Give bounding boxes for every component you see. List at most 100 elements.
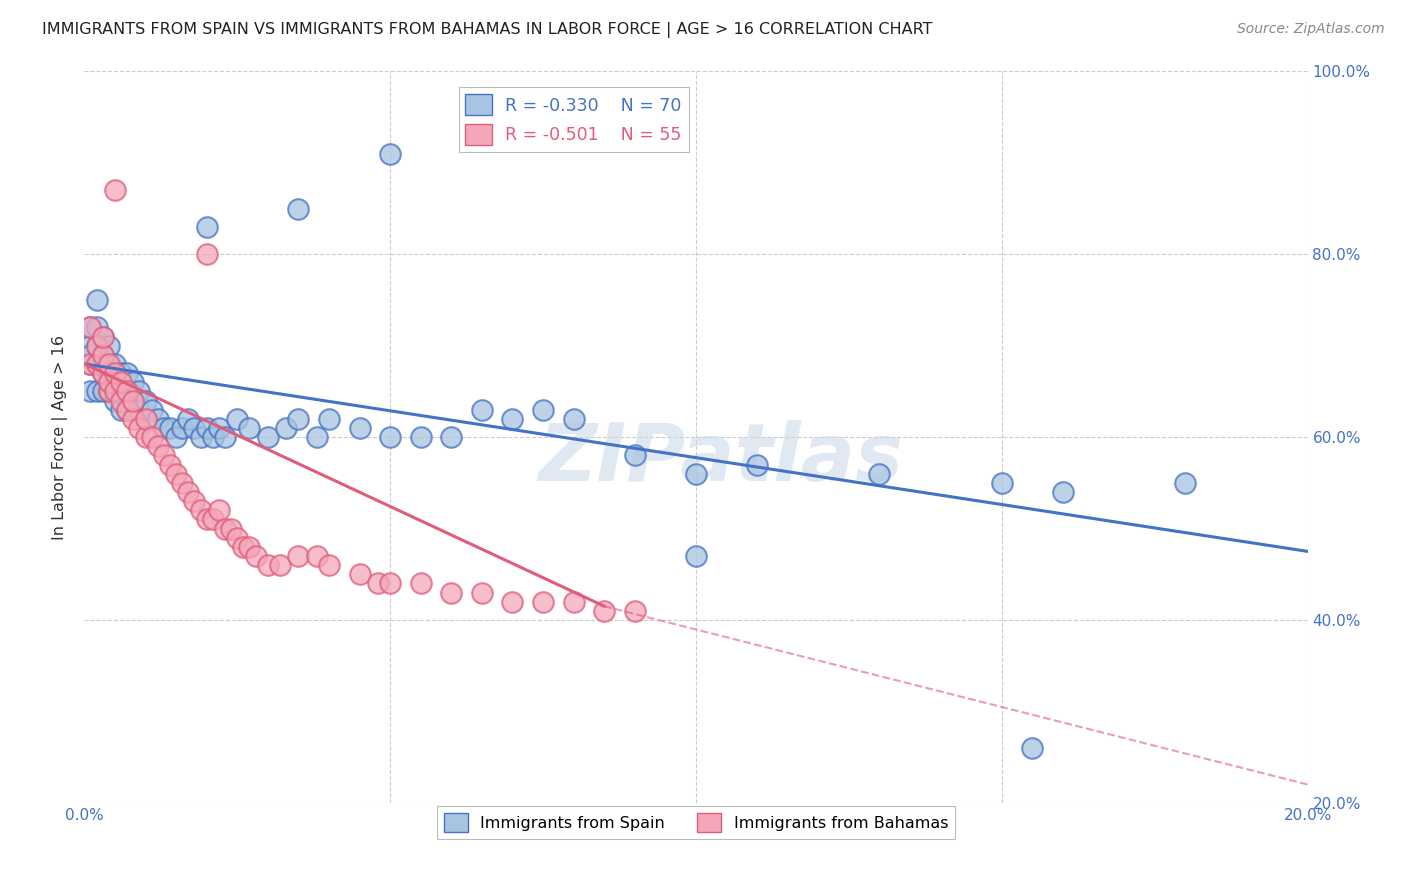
Point xyxy=(91,384,114,399)
Point xyxy=(141,402,163,417)
Point xyxy=(318,558,340,573)
Point xyxy=(869,467,891,481)
Point xyxy=(91,348,114,362)
Point xyxy=(208,421,231,435)
Point xyxy=(195,247,218,261)
Point xyxy=(257,430,280,444)
Point xyxy=(135,412,157,426)
Point xyxy=(122,412,145,426)
Point xyxy=(183,421,205,435)
Point xyxy=(531,402,554,417)
Point xyxy=(287,412,309,426)
Point xyxy=(349,567,371,582)
Point xyxy=(110,375,132,389)
Point xyxy=(305,549,328,563)
Point xyxy=(79,348,101,362)
Point xyxy=(214,430,236,444)
Point xyxy=(104,393,127,408)
Legend: Immigrants from Spain, Immigrants from Bahamas: Immigrants from Spain, Immigrants from B… xyxy=(437,806,955,838)
Y-axis label: In Labor Force | Age > 16: In Labor Force | Age > 16 xyxy=(52,334,69,540)
Point xyxy=(287,202,309,216)
Point xyxy=(115,402,138,417)
Point xyxy=(115,384,138,399)
Point xyxy=(747,458,769,472)
Point xyxy=(531,594,554,608)
Point xyxy=(86,293,108,307)
Point xyxy=(122,393,145,408)
Point xyxy=(122,375,145,389)
Point xyxy=(685,549,707,563)
Point xyxy=(115,384,138,399)
Point xyxy=(79,339,101,353)
Point xyxy=(624,449,647,463)
Point xyxy=(208,503,231,517)
Point xyxy=(79,384,101,399)
Point xyxy=(276,421,298,435)
Point xyxy=(195,421,218,435)
Point xyxy=(97,375,120,389)
Point xyxy=(115,402,138,417)
Point xyxy=(214,521,236,535)
Point xyxy=(195,219,218,234)
Point xyxy=(471,402,494,417)
Point xyxy=(380,430,402,444)
Point xyxy=(146,439,169,453)
Point xyxy=(380,146,402,161)
Point xyxy=(86,357,108,371)
Point xyxy=(97,384,120,399)
Point xyxy=(104,375,127,389)
Point xyxy=(86,339,108,353)
Point xyxy=(97,357,120,371)
Point xyxy=(86,320,108,334)
Point xyxy=(440,585,463,599)
Point xyxy=(172,421,194,435)
Point xyxy=(135,412,157,426)
Point xyxy=(79,357,101,371)
Point xyxy=(115,366,138,380)
Point xyxy=(91,366,114,380)
Point xyxy=(190,503,212,517)
Point xyxy=(190,430,212,444)
Point xyxy=(177,412,200,426)
Point xyxy=(79,357,101,371)
Point xyxy=(97,375,120,389)
Point xyxy=(991,475,1014,490)
Point xyxy=(110,402,132,417)
Point xyxy=(1021,740,1043,755)
Point xyxy=(104,384,127,399)
Point xyxy=(562,594,585,608)
Point xyxy=(86,339,108,353)
Point xyxy=(219,521,242,535)
Point xyxy=(1052,484,1074,499)
Point xyxy=(349,421,371,435)
Point xyxy=(318,412,340,426)
Text: IMMIGRANTS FROM SPAIN VS IMMIGRANTS FROM BAHAMAS IN LABOR FORCE | AGE > 16 CORRE: IMMIGRANTS FROM SPAIN VS IMMIGRANTS FROM… xyxy=(42,22,932,38)
Point xyxy=(685,467,707,481)
Point xyxy=(110,384,132,399)
Point xyxy=(91,329,114,343)
Point xyxy=(86,357,108,371)
Point xyxy=(287,549,309,563)
Point xyxy=(238,540,260,554)
Point xyxy=(104,357,127,371)
Point xyxy=(232,540,254,554)
Point xyxy=(502,594,524,608)
Point xyxy=(201,430,224,444)
Point xyxy=(153,449,176,463)
Point xyxy=(593,604,616,618)
Point xyxy=(97,384,120,399)
Point xyxy=(122,393,145,408)
Point xyxy=(128,384,150,399)
Point xyxy=(201,512,224,526)
Point xyxy=(440,430,463,444)
Point xyxy=(257,558,280,573)
Point xyxy=(97,339,120,353)
Point xyxy=(183,494,205,508)
Text: Source: ZipAtlas.com: Source: ZipAtlas.com xyxy=(1237,22,1385,37)
Point xyxy=(305,430,328,444)
Point xyxy=(269,558,291,573)
Point xyxy=(502,412,524,426)
Point xyxy=(91,366,114,380)
Point xyxy=(471,585,494,599)
Point xyxy=(91,357,114,371)
